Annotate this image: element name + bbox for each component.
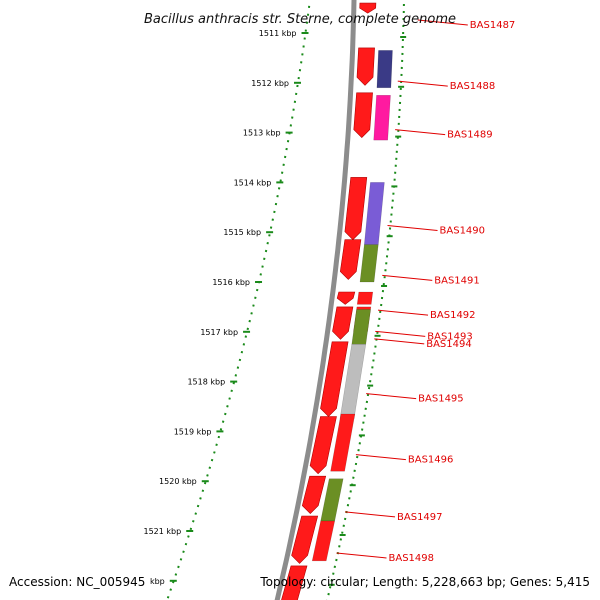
gene-leader-line (374, 338, 425, 345)
accession-text: Accession: NC_005945 (9, 575, 145, 589)
gene-block (364, 182, 385, 245)
tick-layer: 1511 kbp 1512 kbp 1513 kbp 1514 kbp 1515 kbp… (144, 29, 407, 586)
backbone-band (273, 0, 370, 600)
gene-block (373, 95, 391, 141)
gene-block (311, 520, 336, 562)
gene-block (359, 244, 379, 283)
kbp-label: 1511 kbp (259, 29, 297, 38)
kbp-label: 1519 kbp (174, 427, 212, 436)
genome-summary-text: Topology: circular; Length: 5,228,663 bp… (259, 575, 590, 589)
forward-gene-arrow (320, 341, 349, 417)
forward-gene-arrow (281, 565, 308, 600)
kbp-label: 1512 kbp (251, 79, 289, 88)
gene-block (330, 413, 356, 472)
gene-block (351, 309, 371, 345)
gene-block (356, 291, 374, 305)
kbp-label: kbp (150, 577, 165, 586)
gene-label: BAS1491 (434, 275, 480, 286)
forward-gene-arrow (332, 306, 354, 340)
inner-ruler (166, 0, 312, 600)
gene-leader-line (355, 454, 406, 461)
gene-block (376, 50, 393, 89)
forward-gene-arrow (353, 92, 373, 139)
gene-leader-line (382, 274, 433, 281)
gene-leader-line (375, 330, 426, 337)
gene-leader-line (395, 129, 446, 136)
kbp-label: 1517 kbp (200, 328, 238, 337)
backbone-line (274, 0, 357, 600)
gene-leader-line (366, 393, 417, 400)
gene-label: BAS1494 (426, 339, 472, 350)
forward-gene-arrow (291, 515, 319, 564)
gene-leader-line (397, 80, 448, 87)
gene-label: BAS1488 (450, 81, 496, 92)
gene-label: BAS1492 (430, 310, 476, 321)
kbp-label: 1513 kbp (243, 129, 281, 138)
map-title: Bacillus anthracis str. Sterne, complete… (144, 12, 456, 27)
kbp-label: 1520 kbp (159, 477, 197, 486)
gene-label: BAS1490 (440, 226, 486, 237)
kbp-label: 1521 kbp (144, 527, 182, 536)
gene-label: BAS1496 (408, 455, 454, 466)
kbp-label: 1515 kbp (223, 228, 261, 237)
gene-label: BAS1498 (389, 553, 435, 564)
gene-leader-line (417, 19, 468, 26)
label-layer: BAS1487 BAS1488 BAS1489 BAS1490 BAS1491 BAS14… (336, 19, 515, 564)
gene-leader-line (344, 511, 396, 518)
forward-gene-arrow (359, 2, 377, 14)
gene-label: BAS1487 (470, 20, 515, 31)
gene-label: BAS1495 (418, 394, 464, 405)
forward-gene-arrow (356, 47, 375, 86)
forward-gene-arrow (344, 177, 368, 241)
kbp-label: 1516 kbp (212, 278, 250, 287)
gene-leader-line (377, 309, 429, 316)
forward-gene-arrow (309, 416, 337, 475)
gene-block (320, 478, 344, 522)
track-layer (166, 0, 406, 600)
kbp-label: 1518 kbp (187, 378, 225, 387)
forward-gene-arrow (301, 475, 327, 515)
gene-layer (281, 2, 393, 600)
forward-gene-arrow (336, 291, 356, 305)
gene-label: BAS1493 (427, 331, 473, 342)
gene-leader-line (387, 225, 438, 232)
gene-leader-line (336, 552, 387, 559)
gene-label: BAS1497 (397, 512, 443, 523)
forward-gene-arrow (339, 239, 362, 280)
kbp-label: 1514 kbp (234, 178, 272, 187)
gene-label: BAS1489 (447, 130, 493, 141)
